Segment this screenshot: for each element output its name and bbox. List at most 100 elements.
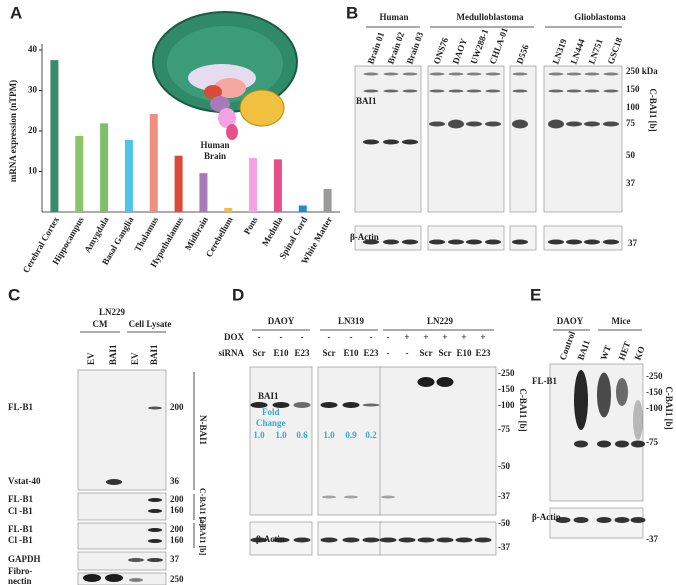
dox-label: +: [404, 332, 409, 342]
fold-change-value: 1.0: [323, 430, 335, 440]
protein-label: FL-B1: [532, 376, 558, 386]
row-label: FL-B1: [8, 524, 34, 534]
band: [573, 517, 589, 523]
row-label: FL-B1: [8, 494, 34, 504]
band: [436, 537, 454, 543]
band: [429, 72, 445, 76]
band: [466, 89, 482, 93]
bar: [75, 135, 84, 212]
panel-label: B: [346, 3, 358, 22]
band: [615, 440, 629, 448]
group-label: Mice: [612, 316, 631, 326]
fold-change-label: Change: [256, 418, 286, 428]
band: [379, 537, 397, 543]
band: [105, 574, 123, 582]
bar: [149, 113, 158, 212]
row-label: siRNA: [218, 348, 244, 358]
band: [548, 119, 564, 129]
band: [566, 121, 582, 127]
blot: [509, 65, 537, 213]
marker-label: -75: [498, 424, 510, 434]
band: [630, 517, 646, 523]
band: [448, 72, 464, 76]
band: [272, 402, 290, 408]
sirna-label: Scr: [253, 348, 266, 358]
bar: [298, 205, 307, 212]
group-label: Human: [379, 12, 408, 22]
marker-label: 250: [170, 574, 184, 584]
sirna-label: E10: [273, 348, 289, 358]
sirna-label: E10: [456, 348, 472, 358]
sirna-label: -: [406, 348, 409, 358]
sirna-label: E10: [343, 348, 359, 358]
blot: [77, 522, 167, 550]
protein-label: BAI1: [258, 391, 279, 401]
lane-label: Control: [557, 329, 577, 361]
blot: [77, 369, 167, 491]
band: [474, 537, 492, 543]
band: [566, 89, 582, 93]
band: [436, 377, 454, 387]
band: [83, 574, 101, 582]
row-label: GAPDH: [8, 554, 41, 564]
band: [363, 89, 379, 93]
marker-label: -100: [646, 403, 663, 413]
marker-label: -50: [498, 518, 510, 528]
band: [603, 72, 619, 76]
lane-label: EV: [86, 352, 96, 365]
side-label: C-BAI1 [b]: [648, 88, 658, 131]
y-tick-label: 30: [28, 85, 38, 95]
group-label: Medulloblastoma: [456, 12, 524, 22]
blot: [77, 551, 167, 571]
band: [148, 406, 162, 410]
band: [485, 89, 501, 93]
blot: [427, 225, 505, 251]
fold-change-value: 0.6: [296, 430, 308, 440]
lane-label: Brain 03: [404, 30, 425, 65]
blot: [354, 225, 422, 251]
lane-label: Brain 01: [365, 30, 386, 65]
y-tick-label: 20: [28, 125, 38, 135]
band: [402, 72, 418, 76]
loading-label: β-Actin: [350, 232, 379, 242]
band: [584, 89, 600, 93]
loading-label: β-Actin: [256, 534, 285, 544]
marker-label: 200: [170, 494, 184, 504]
band: [466, 121, 482, 127]
band: [363, 72, 379, 76]
bar: [50, 60, 59, 212]
band: [512, 89, 528, 93]
band: [429, 89, 445, 93]
band: [250, 402, 268, 408]
band: [448, 119, 464, 129]
dox-label: +: [423, 332, 428, 342]
band: [417, 377, 435, 387]
band: [603, 239, 619, 245]
row-label: DOX: [224, 332, 245, 342]
band: [148, 528, 162, 532]
blot: [354, 65, 422, 213]
row-label: Fibro-: [8, 566, 32, 576]
band: [584, 72, 600, 76]
bar: [199, 173, 208, 212]
band: [548, 72, 564, 76]
marker-label: 75: [626, 118, 636, 128]
lane-label: BAI1: [108, 344, 118, 365]
blot: [543, 65, 623, 213]
band: [596, 517, 612, 523]
band: [466, 239, 482, 245]
y-tick-label: 40: [28, 44, 38, 54]
side-label: C-BAI1 [b]: [664, 386, 674, 429]
marker-label: 160: [170, 535, 184, 545]
loading-label: β-Actin: [532, 512, 561, 522]
lane-label: LN319: [550, 37, 568, 65]
sirna-label: E23: [475, 348, 491, 358]
marker-label: -150: [498, 384, 515, 394]
band: [383, 139, 399, 145]
band: [402, 239, 418, 245]
blot: [77, 492, 167, 521]
band: [466, 72, 482, 76]
band: [293, 402, 311, 408]
